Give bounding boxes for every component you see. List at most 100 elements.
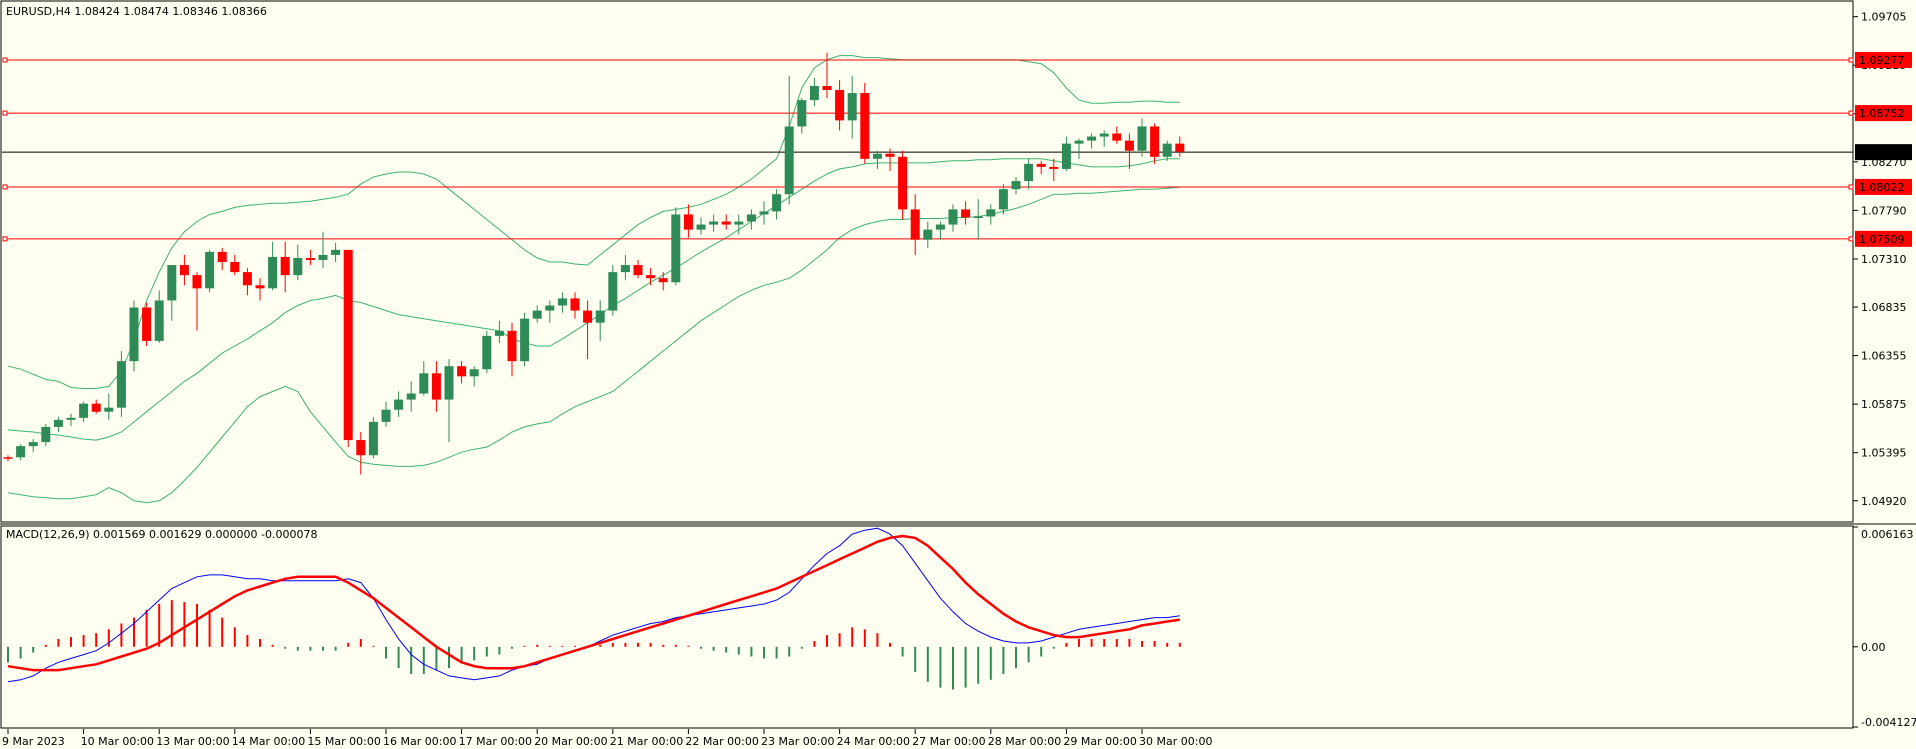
candle-body (683, 214, 693, 230)
time-tick-label: 21 Mar 00:00 (610, 735, 683, 748)
symbol-info-label: EURUSD,H4 1.08424 1.08474 1.08346 1.0836… (6, 5, 267, 18)
level-tag-bg-0 (1855, 51, 1912, 68)
candle-body (809, 85, 819, 101)
candle-body (646, 275, 656, 279)
candle-body (469, 369, 479, 377)
time-tick-label: 10 Mar 00:00 (81, 735, 154, 748)
candle-body (192, 275, 202, 289)
level-handle-right-3 (1848, 236, 1854, 242)
time-tick-label: 24 Mar 00:00 (837, 735, 910, 748)
candle-body (16, 446, 26, 458)
level-handle-left-0 (2, 57, 8, 63)
level-handle-left-1 (2, 110, 8, 116)
candlesticks (3, 52, 1185, 475)
candle-body (910, 209, 920, 240)
level-tag-text-3: 1.07509 (1859, 233, 1905, 246)
bollinger-middle-line (7, 158, 1180, 441)
candle-body (406, 393, 416, 400)
price-tick-label: 1.05875 (1861, 398, 1907, 411)
candle-body (1099, 133, 1109, 137)
candle-body (242, 272, 252, 286)
candle-body (961, 209, 971, 218)
candle-body (1087, 136, 1097, 141)
time-tick-label: 29 Mar 00:00 (1063, 735, 1136, 748)
candle-body (1061, 143, 1071, 169)
candle-body (595, 310, 605, 323)
candle-body (759, 211, 769, 215)
price-tick-label: 1.06355 (1861, 350, 1907, 363)
candle-body (331, 249, 341, 255)
candle-body (1124, 140, 1134, 151)
bollinger-lower-line (7, 186, 1180, 504)
candle-body (797, 100, 807, 127)
candle-body (1150, 126, 1160, 157)
candle-body (734, 221, 744, 225)
candle-body (179, 265, 189, 276)
candle-body (885, 153, 895, 157)
level-tag-text-1: 1.08752 (1859, 107, 1905, 120)
level-handle-right-2 (1848, 184, 1854, 190)
price-tick-label: 1.06835 (1861, 301, 1907, 314)
candle-body (318, 254, 328, 260)
candle-body (948, 209, 958, 225)
candle-body (205, 251, 215, 289)
current-price-tag-text: 1.08366 (1859, 146, 1905, 159)
candle-body (343, 249, 353, 441)
candle-body (973, 216, 983, 218)
candle-body (293, 257, 303, 276)
candle-body (696, 224, 706, 230)
candle-body (431, 373, 441, 400)
time-tick-label: 9 Mar 2023 (2, 735, 65, 748)
candle-body (41, 426, 51, 443)
price-tick-label: 1.07790 (1861, 204, 1907, 217)
candle-body (709, 221, 719, 225)
candle-body (1024, 163, 1034, 182)
time-tick-label: 13 Mar 00:00 (156, 735, 229, 748)
candle-body (368, 421, 378, 456)
candle-body (79, 403, 89, 418)
candle-body (986, 209, 996, 217)
price-tick-label: 1.05395 (1861, 447, 1907, 460)
candle-body (633, 265, 643, 276)
candle-body (1011, 181, 1021, 190)
level-tag-text-0: 1.09277 (1859, 54, 1905, 67)
candle-body (142, 307, 152, 341)
time-tick-label: 22 Mar 00:00 (685, 735, 758, 748)
candle-body (545, 305, 555, 311)
horizontal-levels[interactable] (2, 57, 1854, 242)
level-tag-text-2: 1.08022 (1859, 181, 1905, 194)
candle-body (520, 318, 530, 362)
time-tick-label: 20 Mar 00:00 (534, 735, 607, 748)
candle-body (268, 256, 278, 289)
candle-body (658, 278, 668, 283)
level-tag-bg-2 (1855, 178, 1912, 195)
candle-body (3, 457, 13, 459)
candle-body (1137, 126, 1147, 151)
time-tick-label: 14 Mar 00:00 (232, 735, 305, 748)
candle-body (167, 265, 177, 301)
candle-body (898, 156, 908, 210)
candle-body (1162, 143, 1172, 157)
macd-tick-label: -0.004127 (1861, 716, 1916, 729)
candle-body (457, 366, 467, 377)
candle-body (872, 153, 882, 159)
candle-body (482, 335, 492, 370)
candle-body (28, 442, 38, 447)
candle-body (570, 298, 580, 311)
candle-body (1036, 163, 1046, 167)
candle-body (53, 419, 63, 427)
time-tick-label: 27 Mar 00:00 (912, 735, 985, 748)
macd-axis: 0.006163 0.00 -0.004127 (1853, 526, 1916, 729)
candle-body (494, 330, 504, 336)
candle-body (1049, 166, 1059, 169)
signal-line (7, 534, 1180, 672)
macd-tick-label: 0.006163 (1861, 528, 1914, 541)
macd-pane-border (0, 525, 1854, 729)
price-pane-border (0, 0, 1854, 523)
candle-body (255, 285, 265, 289)
candle-body (935, 224, 945, 230)
candle-body (129, 307, 139, 362)
time-tick-label: 15 Mar 00:00 (307, 735, 380, 748)
